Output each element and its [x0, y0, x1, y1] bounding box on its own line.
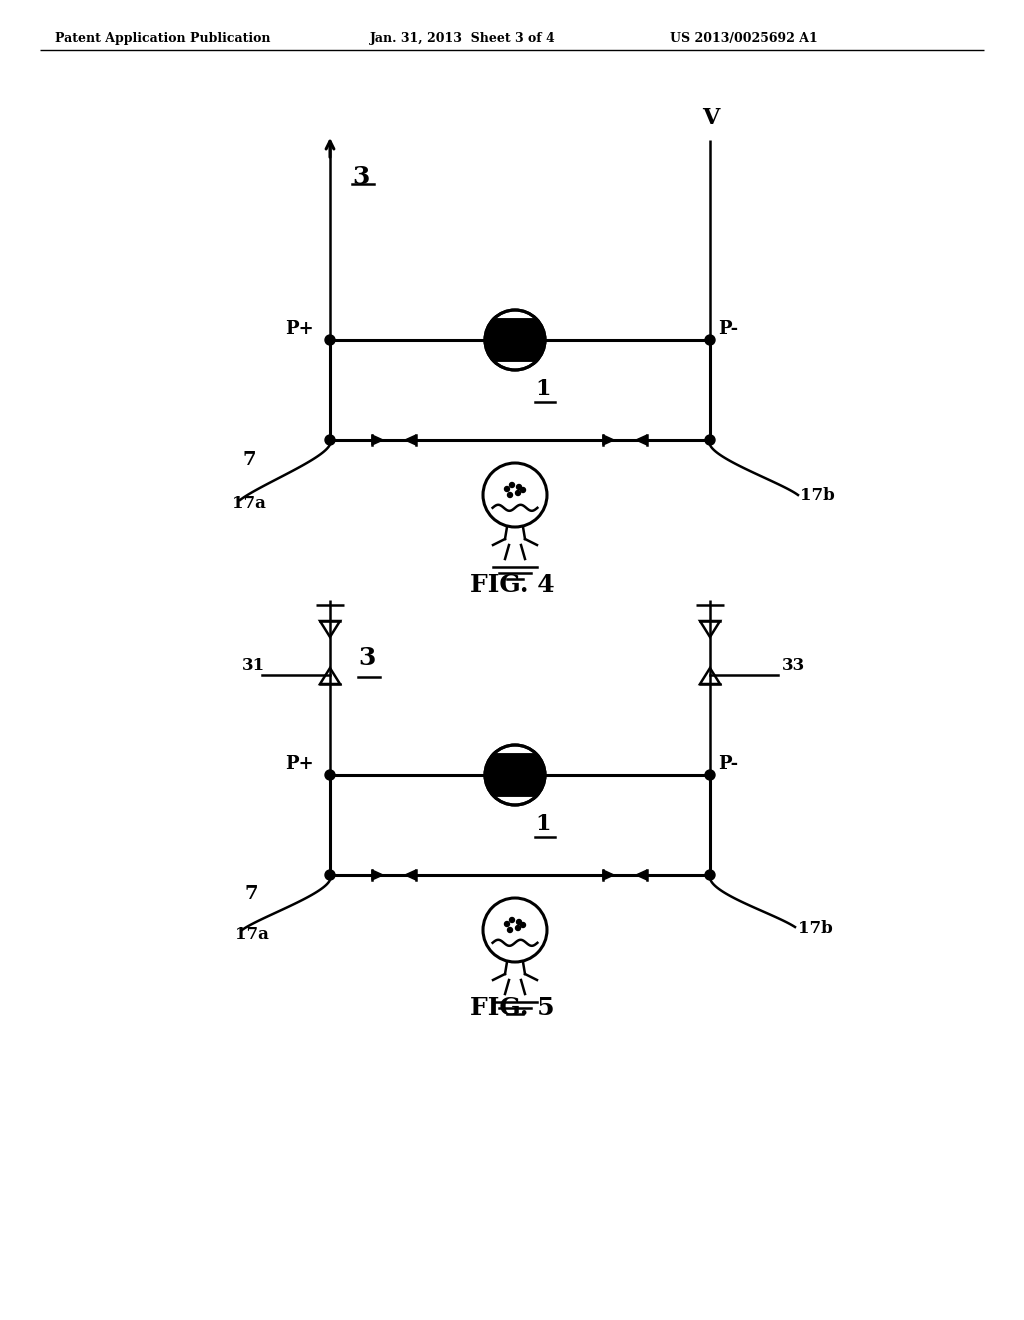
- Polygon shape: [603, 870, 614, 880]
- Circle shape: [705, 770, 715, 780]
- Polygon shape: [636, 870, 647, 880]
- Text: 17b: 17b: [798, 920, 833, 937]
- Circle shape: [508, 492, 512, 498]
- Text: Jan. 31, 2013  Sheet 3 of 4: Jan. 31, 2013 Sheet 3 of 4: [370, 32, 556, 45]
- Text: 17b: 17b: [800, 487, 835, 504]
- Text: 3: 3: [358, 645, 376, 671]
- Text: P+: P+: [285, 755, 313, 774]
- Text: 31: 31: [242, 657, 265, 675]
- Text: 17a: 17a: [234, 927, 269, 942]
- Circle shape: [325, 335, 335, 345]
- Circle shape: [515, 925, 520, 931]
- Text: 3: 3: [352, 165, 370, 189]
- Circle shape: [705, 436, 715, 445]
- Circle shape: [325, 770, 335, 780]
- Polygon shape: [372, 436, 383, 445]
- Circle shape: [520, 487, 525, 492]
- Polygon shape: [603, 436, 614, 445]
- Text: FIG. 4: FIG. 4: [470, 573, 554, 597]
- Text: 7: 7: [242, 451, 256, 469]
- Text: 1: 1: [535, 378, 551, 400]
- Circle shape: [510, 483, 514, 487]
- Circle shape: [516, 484, 521, 490]
- Circle shape: [510, 917, 514, 923]
- Text: FIG. 5: FIG. 5: [470, 997, 554, 1020]
- Text: 1: 1: [535, 813, 551, 836]
- Text: US 2013/0025692 A1: US 2013/0025692 A1: [670, 32, 818, 45]
- Text: V: V: [702, 107, 720, 129]
- Polygon shape: [494, 319, 545, 362]
- Text: Patent Application Publication: Patent Application Publication: [55, 32, 270, 45]
- Circle shape: [516, 920, 521, 924]
- Circle shape: [508, 928, 512, 932]
- Polygon shape: [406, 436, 416, 445]
- Text: P+: P+: [285, 319, 313, 338]
- Circle shape: [515, 491, 520, 495]
- Text: 7: 7: [245, 884, 258, 903]
- Text: 17a: 17a: [232, 495, 266, 512]
- Polygon shape: [485, 754, 537, 796]
- Polygon shape: [372, 870, 383, 880]
- Polygon shape: [636, 436, 647, 445]
- Circle shape: [520, 923, 525, 928]
- Text: P-: P-: [718, 755, 738, 774]
- Text: P-: P-: [718, 319, 738, 338]
- Circle shape: [505, 487, 510, 491]
- Circle shape: [325, 870, 335, 880]
- Circle shape: [325, 436, 335, 445]
- Circle shape: [505, 921, 510, 927]
- Polygon shape: [494, 754, 545, 796]
- Polygon shape: [406, 870, 416, 880]
- Circle shape: [705, 870, 715, 880]
- Polygon shape: [485, 319, 537, 362]
- Circle shape: [705, 335, 715, 345]
- Text: 33: 33: [782, 657, 805, 675]
